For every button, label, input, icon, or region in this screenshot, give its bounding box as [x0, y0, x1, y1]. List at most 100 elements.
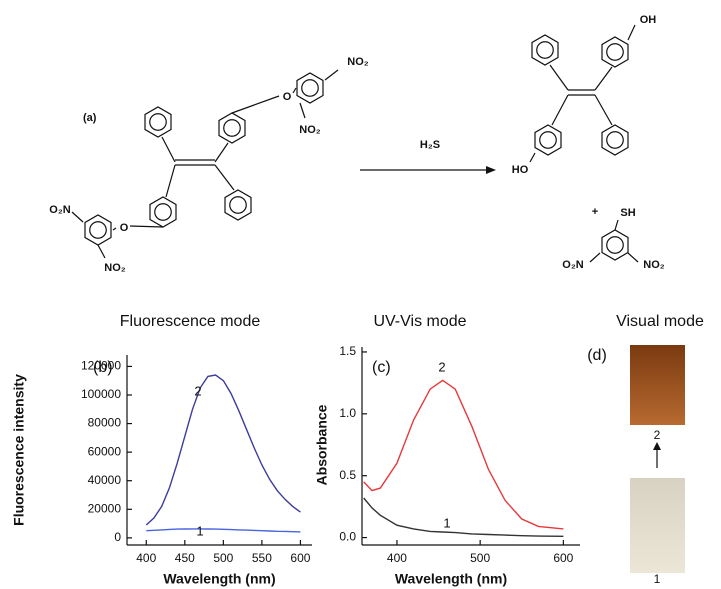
visual-text: (d)	[587, 347, 607, 364]
x-tick-label: 550	[252, 551, 272, 565]
ring-inner	[537, 42, 554, 59]
chem-label: NO₂	[299, 124, 321, 136]
y-tick-label: 40000	[88, 473, 122, 487]
y-tick-label: 0.5	[339, 468, 356, 482]
series-label: 2	[438, 359, 445, 374]
benzene-ring	[602, 230, 628, 260]
y-tick-label: 100000	[81, 387, 121, 401]
chem-label: OH	[640, 14, 657, 26]
reaction-scheme: (a) H₂S + NO₂ NO₂ O₂N NO₂ O O OH HO SH O₂N NO₂	[49, 14, 665, 274]
bond	[590, 253, 600, 262]
benzene-ring	[145, 107, 171, 137]
chem-label: SH	[620, 207, 635, 219]
benzene-ring	[219, 113, 245, 143]
data-line	[364, 498, 564, 536]
bond	[550, 65, 568, 90]
bond	[72, 212, 83, 222]
series-label: 2	[194, 383, 201, 398]
series-label: 1	[196, 523, 203, 538]
chem-label: H₂S	[420, 139, 440, 151]
x-tick-label: 500	[470, 551, 490, 565]
ring-inner	[90, 222, 107, 239]
x-axis-title: Wavelength (nm)	[395, 571, 507, 587]
chem-label: NO₂	[104, 262, 126, 274]
y-tick-label: 0	[114, 530, 121, 544]
photo-before	[630, 478, 685, 573]
data-line	[146, 529, 300, 532]
ring-inner	[155, 204, 172, 221]
y-axis-title: Fluorescence intensity	[11, 374, 27, 526]
bond	[98, 245, 105, 258]
y-tick-label: 0.0	[339, 530, 356, 544]
y-tick-label: 60000	[88, 444, 122, 458]
x-tick-label: 400	[387, 551, 407, 565]
chem-label: O₂N	[49, 204, 70, 216]
y-axis-title: Absorbance	[314, 404, 330, 485]
ring-inner	[302, 80, 319, 97]
benzene-ring	[297, 73, 323, 103]
y-tick-label: 20000	[88, 501, 122, 515]
chart-title: UV-Vis mode	[373, 313, 466, 330]
ring-inner	[607, 132, 624, 149]
bond	[215, 143, 228, 162]
chem-label: (a)	[83, 112, 97, 124]
x-tick-label: 600	[553, 551, 573, 565]
x-tick-label: 450	[175, 551, 195, 565]
bond	[628, 25, 635, 40]
bond	[293, 88, 296, 93]
x-axis-title: Wavelength (nm)	[163, 571, 275, 587]
chem-label: HO	[512, 164, 529, 176]
bond	[215, 165, 234, 190]
benzene-ring	[602, 37, 628, 67]
data-line	[364, 380, 564, 529]
bond	[300, 103, 305, 118]
y-tick-label: 1.0	[339, 406, 356, 420]
ring-inner	[230, 197, 247, 214]
data-line	[146, 375, 300, 525]
y-tick-label: 80000	[88, 416, 122, 430]
bond	[162, 137, 175, 162]
chem-label: O₂N	[562, 259, 583, 271]
x-tick-label: 400	[136, 551, 156, 565]
bond	[130, 226, 163, 227]
ring-inner	[607, 237, 624, 254]
chem-label: NO₂	[643, 259, 665, 271]
visual-text: Visual mode	[616, 313, 704, 330]
panel-label: (c)	[372, 359, 391, 376]
chem-label: +	[592, 206, 598, 218]
x-tick-label: 600	[290, 551, 310, 565]
chart-title: Fluorescence mode	[120, 313, 261, 330]
ring-inner	[607, 44, 624, 61]
benzene-ring	[150, 197, 176, 227]
benzene-ring	[532, 35, 558, 65]
series-label: 1	[443, 515, 450, 530]
ring-inner	[540, 132, 557, 149]
bond	[166, 165, 175, 197]
visual-text: 2	[654, 428, 661, 442]
bond	[595, 95, 612, 125]
arrow-head	[486, 166, 496, 174]
ring-inner	[224, 120, 241, 137]
chem-label: NO₂	[347, 56, 369, 68]
bond	[628, 253, 638, 262]
bond	[325, 70, 338, 80]
chem-label: O	[120, 222, 129, 234]
bond	[595, 67, 612, 90]
bond	[113, 228, 116, 230]
bond	[552, 95, 568, 125]
bond	[232, 96, 279, 113]
bond	[615, 220, 618, 230]
benzene-ring	[535, 125, 561, 155]
benzene-ring	[225, 190, 251, 220]
benzene-ring	[85, 215, 111, 245]
y-tick-label: 120000	[81, 359, 121, 373]
figure: (a) H₂S + NO₂ NO₂ O₂N NO₂ O O OH HO SH O₂N NO₂ (d) Vis…	[0, 0, 721, 589]
bond	[530, 153, 535, 162]
chem-label: O	[283, 91, 292, 103]
photo-after	[630, 345, 685, 425]
y-tick-label: 1.5	[339, 344, 356, 358]
ring-inner	[150, 114, 167, 131]
x-tick-label: 500	[213, 551, 233, 565]
arrow-head	[653, 442, 661, 450]
